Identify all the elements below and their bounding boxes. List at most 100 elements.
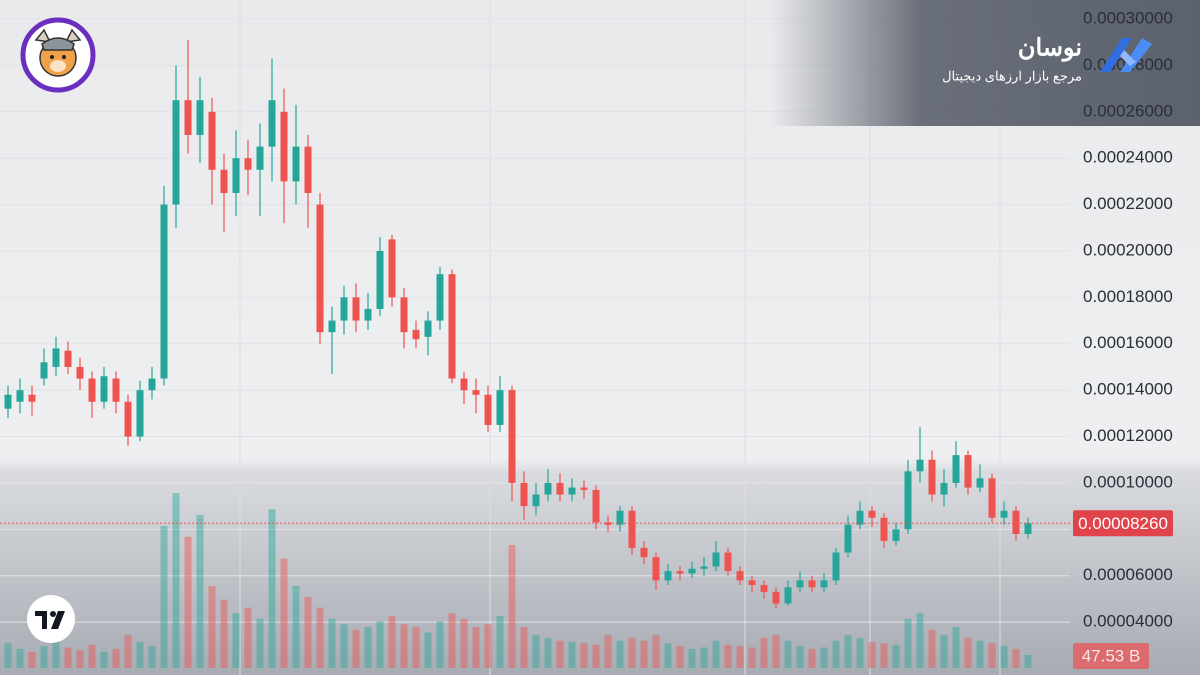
volume-bar [532,635,540,668]
volume-bar [952,626,960,668]
candle-body [532,494,540,507]
candle-body [484,394,492,425]
y-tick-label: 0.00020000 [1083,240,1173,259]
candle-body [784,587,792,604]
candle-body [652,557,660,581]
volume-bar [208,585,216,668]
candle-body [280,111,288,182]
volume-bar [184,536,192,668]
y-tick-label: 0.00026000 [1083,101,1173,120]
candle-body [964,455,972,488]
candle-body [616,510,624,525]
candle-body [928,459,936,495]
candle-body [160,204,168,379]
watermark-title: نوسان [1018,34,1082,62]
volume-bar [568,642,576,668]
volume-bar [796,646,804,668]
candle-body [292,146,300,182]
candle-body [148,378,156,391]
candle-body [136,390,144,437]
candle-body [868,510,876,518]
candle-body [4,394,12,409]
volume-bar [880,643,888,668]
volume-bar [124,635,132,668]
candle-body [892,529,900,541]
y-tick-label: 0.00004000 [1083,612,1173,631]
volume-bar [316,607,324,668]
volume-bar [16,648,24,668]
candle-body [1000,510,1008,518]
volume-bar [652,635,660,668]
volume-bar [268,509,276,668]
volume-bar [460,618,468,668]
candle-body [76,366,84,379]
candle-body [328,320,336,333]
candle-body [880,517,888,541]
volume-bar [436,621,444,668]
volume-bar [52,637,60,668]
y-tick-label: 0.00016000 [1083,333,1173,352]
candle-body [796,580,804,588]
candle-body [364,308,372,321]
candle-body [1024,523,1032,534]
volume-bar [544,637,552,668]
candle-body [844,524,852,553]
volume-bar [196,514,204,668]
volume-bar [232,613,240,668]
volume-bar [520,626,528,668]
volume-bar [748,647,756,668]
candle-body [40,362,48,379]
volume-bar [988,643,996,668]
volume-bar [904,618,912,668]
y-tick-label: 0.00018000 [1083,287,1173,306]
volume-bar [424,632,432,668]
candle-body [940,482,948,495]
volume-bar [40,646,48,668]
candle-body [316,204,324,333]
candle-body [496,390,504,425]
candle-body [400,297,408,333]
volume-bar [772,635,780,668]
candle-body [244,158,252,170]
volume-bar [820,647,828,668]
candle-body [640,547,648,558]
volume-bar [1000,646,1008,668]
avatar [20,17,96,93]
volume-bar [76,650,84,668]
candle-body [112,378,120,402]
candle-body [448,274,456,379]
y-tick-label: 0.00014000 [1083,380,1173,399]
candle-body [376,250,384,309]
volume-bar [148,646,156,668]
candle-body [748,580,756,585]
candle-body [808,580,816,588]
volume-bar [676,646,684,668]
candle-body [28,394,36,402]
volume-bar [892,644,900,668]
y-tick-label: 0.00010000 [1083,472,1173,491]
volume-bar [292,585,300,668]
volume-bar [976,640,984,668]
volume-bar [736,646,744,668]
volume-bar [580,643,588,668]
volume-bar [844,635,852,668]
candle-body [580,487,588,490]
volume-bar [352,629,360,668]
volume-bar [712,640,720,668]
y-tick-label: 0.00006000 [1083,565,1173,584]
volume-bar [376,621,384,668]
candle-body [760,585,768,592]
candle-body [64,350,72,367]
candle-body [508,390,516,483]
candle-body [856,510,864,525]
volume-bar [664,643,672,668]
candle-body [268,100,276,147]
candle-body [916,459,924,472]
volume-bar [760,637,768,668]
volume-bar [388,616,396,668]
volume-bar [4,643,12,668]
volume-bar [784,640,792,668]
candle-body [52,348,60,367]
